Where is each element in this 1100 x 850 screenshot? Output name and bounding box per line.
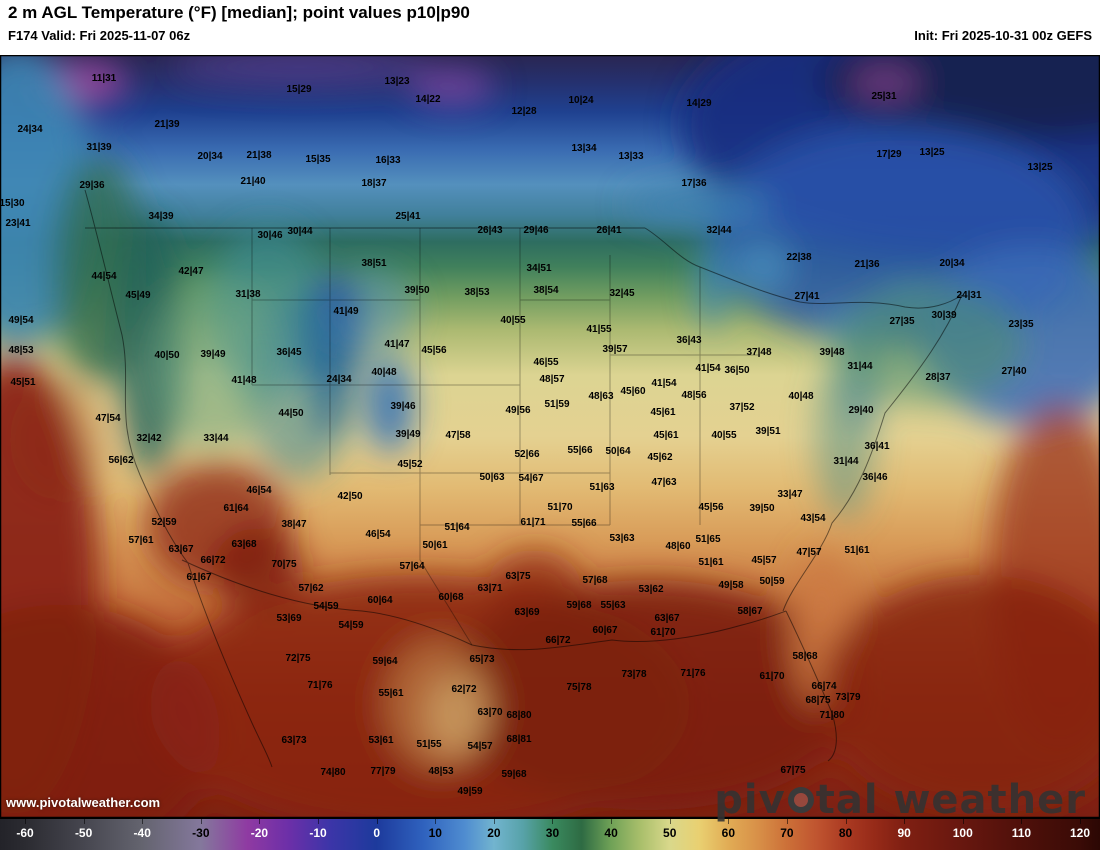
colorbar-tick-label: -10 bbox=[309, 826, 327, 841]
colorbar-tick-mark bbox=[1021, 819, 1023, 824]
colorbar-tick-mark bbox=[142, 819, 144, 824]
colorbar-tick-mark bbox=[376, 819, 378, 824]
colorbar-tick-mark bbox=[435, 819, 437, 824]
watermark-url: www.pivotalweather.com bbox=[6, 795, 161, 810]
colorbar-tick-label: 80 bbox=[838, 826, 853, 841]
colorbar-tick-mark bbox=[552, 819, 554, 824]
colorbar-tick-label: 20 bbox=[487, 826, 501, 841]
colorbar-tick-label: 70 bbox=[780, 826, 794, 841]
colorbar-tick-label: 0 bbox=[373, 826, 380, 841]
colorbar-tick-label: -50 bbox=[74, 826, 93, 841]
colorbar-tick-label: -30 bbox=[192, 826, 210, 841]
colorbar-tick-mark bbox=[493, 819, 495, 824]
colorbar-tick-mark bbox=[611, 819, 613, 824]
colorbar-tick-label: 40 bbox=[604, 826, 618, 841]
brand-text-post: tal weather bbox=[815, 777, 1086, 823]
colorbar-tick-label: 10 bbox=[428, 826, 442, 841]
valid-time: F174 Valid: Fri 2025-11-07 06z bbox=[8, 28, 191, 43]
colorbar-gradient bbox=[0, 819, 1100, 850]
state-borders bbox=[251, 228, 760, 646]
colorbar-tick-label: 60 bbox=[721, 826, 736, 841]
colorbar-tick-mark bbox=[83, 819, 85, 824]
colorbar-tick-mark bbox=[318, 819, 320, 824]
colorbar-tick-mark bbox=[25, 819, 26, 824]
colorbar-tick-label: 120 bbox=[1069, 826, 1090, 841]
colorbar-tick-mark bbox=[904, 819, 906, 824]
brand-watermark: piv tal weather bbox=[714, 777, 1086, 823]
colorbar-tick-mark bbox=[1079, 819, 1081, 824]
colorbar-tick-mark bbox=[786, 819, 788, 824]
colorbar-tick-label: 100 bbox=[952, 826, 973, 841]
map-title: 2 m AGL Temperature (°F) [median]; point… bbox=[8, 3, 470, 22]
colorbar-tick-mark bbox=[669, 819, 671, 824]
colorbar-tick-mark bbox=[962, 819, 964, 824]
temperature-anomaly-blobs bbox=[0, 55, 1100, 818]
coastlines-and-borders bbox=[84, 189, 963, 768]
colorbar-tick-mark bbox=[728, 819, 730, 824]
colorbar-tick-label: 90 bbox=[897, 826, 911, 841]
brand-text-pre: piv bbox=[714, 777, 786, 823]
colorbar-tick-label: -20 bbox=[250, 826, 269, 841]
colorbar-tick-label: 30 bbox=[545, 826, 560, 841]
colorbar-tick-mark bbox=[259, 819, 261, 824]
colorbar-tick-label: 50 bbox=[663, 826, 677, 841]
temperature-map[interactable]: www.pivotalweather.com piv tal weather bbox=[0, 55, 1100, 823]
brand-globe-icon bbox=[787, 787, 814, 813]
colorbar-tick-label: 110 bbox=[1011, 826, 1032, 841]
init-time: Init: Fri 2025-10-31 00z GEFS bbox=[914, 28, 1092, 43]
colorbar: -60 -50 -40 -30 -20 -10 0 10 20 30 40 50 60 70 80 90 100… bbox=[0, 818, 1100, 850]
temperature-field bbox=[0, 55, 1100, 818]
colorbar-tick-label: -40 bbox=[133, 826, 151, 841]
colorbar-tick-mark bbox=[845, 819, 847, 824]
colorbar-tick-mark bbox=[200, 819, 202, 824]
colorbar-tick-label: -60 bbox=[16, 826, 34, 841]
map-header: 2 m AGL Temperature (°F) [median]; point… bbox=[0, 0, 1100, 55]
